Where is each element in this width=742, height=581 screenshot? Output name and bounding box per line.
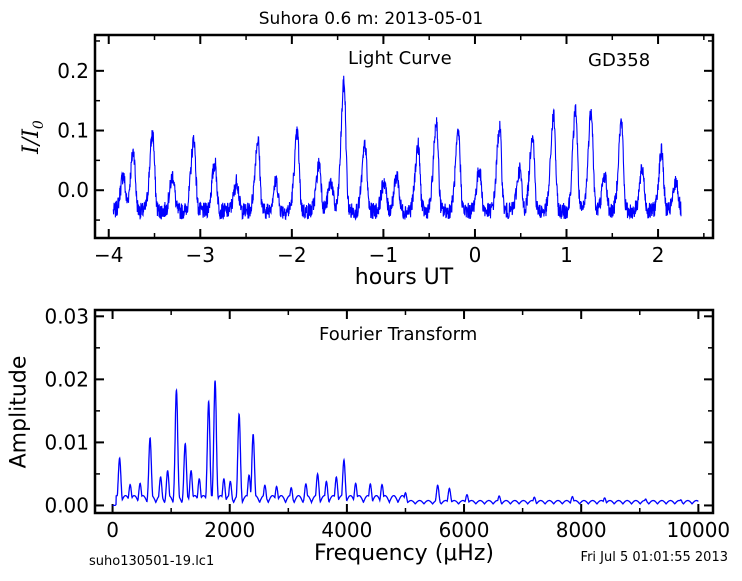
fourier-xtick-label: 6000 xyxy=(439,518,490,542)
light-curve-xtick-label: 2 xyxy=(652,243,665,267)
light-curve-ytick-label: 0.2 xyxy=(57,59,89,83)
light-curve-xtick-label: −1 xyxy=(369,243,398,267)
fourier-ytick-label: 0.01 xyxy=(44,430,89,454)
light-curve-xtick-label: −3 xyxy=(186,243,215,267)
fourier-xlabel: Frequency (μHz) xyxy=(314,541,494,566)
light-curve-xlabel: hours UT xyxy=(354,265,454,290)
fourier-xtick-label: 0 xyxy=(106,518,119,542)
light-curve-xtick-label: 0 xyxy=(469,243,482,267)
light-curve-ylabel: I/I0 xyxy=(18,120,48,154)
fourier-xtick-label: 10000 xyxy=(667,518,731,542)
light-curve-xtick-label: 1 xyxy=(560,243,573,267)
light-curve-xtick-label: −2 xyxy=(277,243,306,267)
light-curve-axes-frame xyxy=(93,33,715,240)
light-curve-ticks: −4 −3 −2 −1 0 1 2 0.0 0.1 0.2 xyxy=(57,35,713,267)
light-curve-series-line xyxy=(112,75,682,221)
fourier-xtick-label: 8000 xyxy=(556,518,607,542)
fourier-ytick-label: 0.03 xyxy=(44,304,89,328)
footer-filename: suho130501-19.lc1 xyxy=(89,554,215,569)
fourier-ytick-label: 0.00 xyxy=(44,493,89,517)
fourier-xtick-label: 4000 xyxy=(321,518,372,542)
fourier-ylabel: Amplitude xyxy=(6,355,32,469)
light-curve-ytick-label: 0.0 xyxy=(57,178,89,202)
fourier-xtick-label: 2000 xyxy=(204,518,255,542)
fourier-ytick-label: 0.02 xyxy=(44,367,89,391)
object-label: GD358 xyxy=(588,50,651,71)
figure-title: Suhora 0.6 m: 2013-05-01 xyxy=(258,9,484,29)
light-curve-annotation: Light Curve xyxy=(348,48,452,69)
footer-timestamp: Fri Jul 5 01:01:55 2013 xyxy=(580,550,728,565)
light-curve-ytick-label: 0.1 xyxy=(57,119,89,143)
fourier-annotation: Fourier Transform xyxy=(319,324,478,345)
fourier-axes-frame xyxy=(93,308,715,515)
fourier-series-line xyxy=(112,380,699,507)
light-curve-xtick-label: −4 xyxy=(94,243,123,267)
